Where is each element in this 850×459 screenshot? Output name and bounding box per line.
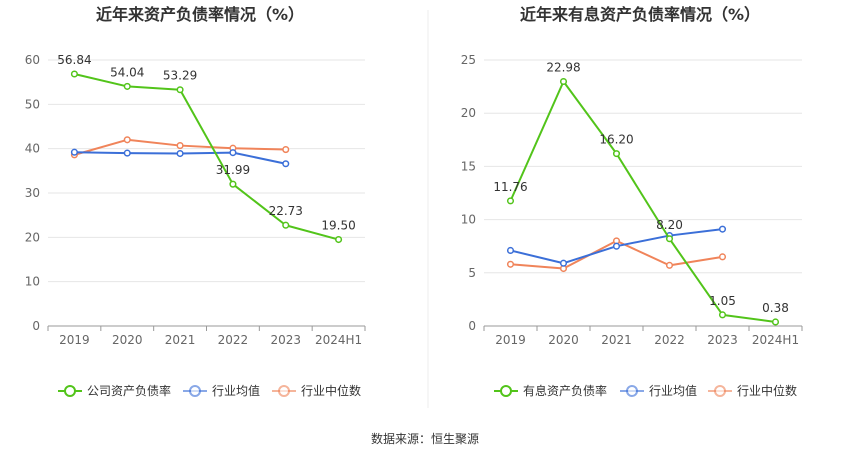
chart-2-series-point-3 [665, 261, 674, 269]
chart-2-series-point-2 [718, 225, 727, 233]
chart-2-data-label: 22.98 [546, 60, 580, 74]
chart-2-series-point-2 [506, 246, 515, 255]
chart-1-x-tick-label: 2024H1 [315, 333, 362, 347]
chart-2-data-label: 8.20 [656, 218, 683, 232]
chart-1-series-point-2 [123, 149, 131, 157]
chart-1-series-point-1 [70, 70, 78, 78]
chart-1-series-line-1 [74, 73, 339, 241]
chart-1-legend-swatch-marker [189, 385, 201, 397]
chart-2-series-point-1 [718, 311, 727, 319]
chart-2-series-point-1 [771, 318, 780, 326]
chart-2-series-point-3 [718, 253, 727, 261]
chart-2-legend-swatch-marker [714, 385, 726, 397]
chart-1-x-tick-label: 2019 [59, 333, 90, 347]
chart-2-legend-swatch-marker [626, 385, 638, 397]
chart-2-legend-label: 行业中位数 [737, 383, 797, 398]
chart-1-data-label: 56.84 [57, 53, 91, 67]
chart-2-title: 近年来有息资产负债率情况（%） [520, 5, 760, 24]
chart-2-series-point-2 [612, 242, 621, 250]
chart-1-legend-label: 行业中位数 [301, 383, 361, 398]
chart-1-y-tick-label: 30 [25, 186, 40, 200]
chart-1-x-tick-label: 2020 [112, 333, 143, 347]
chart-2-x-tick-label: 2019 [495, 333, 526, 347]
chart-2-data-label: 11.76 [493, 180, 527, 194]
chart-1-series-point-2 [282, 160, 290, 168]
chart-2-x-tick-label: 2022 [654, 333, 685, 347]
chart-1-data-label: 19.50 [321, 219, 355, 233]
chart-2-data-label: 0.38 [762, 301, 789, 315]
chart-1-legend-label: 公司资产负债率 [87, 383, 171, 398]
chart-1-series-point-1 [123, 82, 131, 90]
chart-2-legend-label: 有息资产负债率 [523, 383, 607, 398]
chart-1-data-label: 53.29 [163, 69, 197, 83]
chart-1-data-label: 22.73 [269, 204, 303, 218]
chart-1-series-point-1 [335, 236, 343, 244]
chart-1-data-label: 54.04 [110, 65, 144, 79]
chart-1-series-point-2 [176, 149, 184, 158]
chart-1-series-point-1 [176, 86, 184, 94]
chart-2-y-tick-label: 5 [468, 266, 476, 280]
chart-1-legend-swatch-marker [278, 385, 290, 397]
chart-1-series-point-1 [229, 180, 237, 188]
chart-1-x-tick-label: 2021 [165, 333, 196, 347]
chart-1-legend-swatch-marker [64, 385, 76, 397]
chart-1-series-point-3 [123, 136, 131, 144]
chart-1-data-label: 31.99 [216, 163, 250, 177]
chart-1-y-tick-label: 40 [25, 142, 40, 156]
chart-1-y-tick-label: 50 [25, 97, 40, 111]
chart-1-y-tick-label: 0 [32, 319, 40, 333]
chart-2-x-tick-label: 2024H1 [752, 333, 799, 347]
chart-2-series-point-1 [612, 150, 621, 158]
chart-1-title: 近年来资产负债率情况（%） [96, 5, 304, 24]
chart-2-series-point-3 [506, 260, 515, 268]
chart-2-y-tick-label: 15 [461, 159, 476, 173]
chart-1-series-point-1 [282, 221, 290, 229]
chart-2-series-point-1 [506, 197, 515, 205]
chart-2-legend-swatch-marker [500, 385, 512, 397]
chart-2-x-tick-label: 2023 [707, 333, 738, 347]
chart-2-y-tick-label: 0 [468, 319, 476, 333]
chart-1-y-tick-label: 20 [25, 230, 40, 244]
chart-2-series-point-1 [559, 77, 568, 86]
chart-2-series-point-2 [559, 259, 568, 267]
chart-2-legend-label: 行业均值 [649, 383, 697, 398]
chart-1-y-tick-label: 60 [25, 53, 40, 67]
chart-2-series-line-1 [509, 80, 776, 323]
chart-1-x-tick-label: 2022 [218, 333, 249, 347]
chart-2-data-label: 1.05 [709, 294, 736, 308]
chart-1-series-point-2 [70, 148, 78, 156]
chart-1-legend-label: 行业均值 [212, 383, 260, 398]
chart-1-series-point-2 [229, 149, 237, 157]
chart-2-y-tick-label: 20 [461, 106, 476, 120]
chart-2-y-tick-label: 10 [461, 213, 476, 227]
chart-1-x-tick-label: 2023 [270, 333, 301, 347]
chart-2-series-point-1 [665, 235, 674, 243]
data-source-note: 数据来源：恒生聚源 [371, 431, 479, 446]
chart-2-y-tick-label: 25 [461, 53, 476, 67]
chart-1-series-point-3 [282, 146, 290, 154]
chart-2-x-tick-label: 2021 [601, 333, 632, 347]
chart-2-data-label: 16.20 [599, 133, 633, 147]
chart-1-series-point-3 [176, 142, 184, 150]
chart-1-y-tick-label: 10 [25, 275, 40, 289]
chart-2-x-tick-label: 2020 [548, 333, 579, 347]
